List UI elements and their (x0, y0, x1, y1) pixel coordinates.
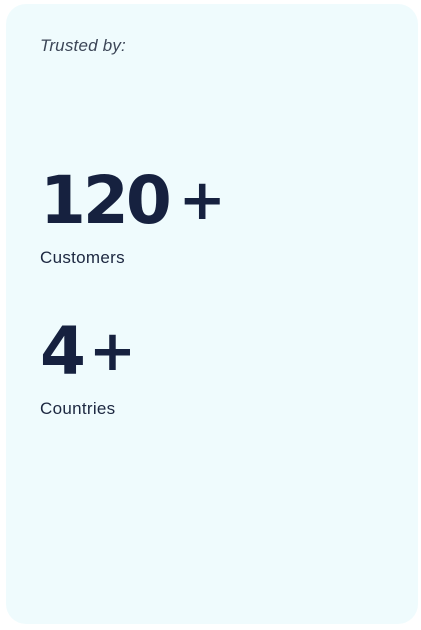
customers-stat: 120 + Customers (40, 168, 226, 268)
countries-stat: 4 + Countries (40, 319, 136, 419)
trusted-by-card: Trusted by: 120 + Customers 4 + Countries (6, 4, 418, 624)
countries-count: 4 (40, 313, 86, 390)
customers-stat-value: 120 + (40, 168, 226, 234)
countries-stat-value: 4 + (40, 319, 136, 385)
customers-label: Customers (40, 248, 125, 267)
customers-plus-suffix: + (178, 168, 226, 233)
countries-plus-suffix: + (88, 319, 136, 384)
customers-count: 120 (40, 162, 172, 239)
trusted-by-heading: Trusted by: (40, 36, 126, 55)
countries-label: Countries (40, 399, 116, 418)
